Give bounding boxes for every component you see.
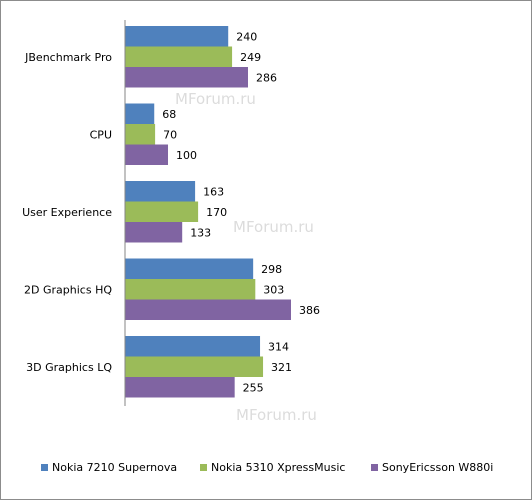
bar-jbenchmark-pro-sonyericsson-w880i: [125, 67, 248, 88]
legend-swatch-sonyericsson-w880i: [371, 464, 378, 471]
category-label-3d-graphics-lq: 3D Graphics LQ: [26, 361, 112, 374]
legend-label-sonyericsson-w880i: SonyEricsson W880i: [382, 461, 493, 474]
bar-3d-graphics-lq-nokia-5310-xpressmusic: [125, 356, 264, 377]
bar-user-experience-sonyericsson-w880i: [125, 222, 183, 243]
category-label-user-experience: User Experience: [22, 206, 112, 219]
legend: Nokia 7210 Supernova Nokia 5310 XpressMus…: [41, 461, 493, 474]
bar-cpu-sonyericsson-w880i: [125, 144, 169, 165]
legend-label-nokia-7210-supernova: Nokia 7210 Supernova: [52, 461, 177, 474]
value-label-jbenchmark-pro-sonyericsson-w880i: 286: [256, 71, 277, 84]
value-label-3d-graphics-lq-sonyericsson-w880i: 255: [243, 381, 264, 394]
value-label-user-experience-nokia-5310-xpressmusic: 170: [206, 206, 227, 219]
bar-jbenchmark-pro-nokia-5310-xpressmusic: [125, 46, 233, 67]
bar-user-experience-nokia-5310-xpressmusic: [125, 201, 199, 222]
legend-label-nokia-5310-xpressmusic: Nokia 5310 XpressMusic: [211, 461, 345, 474]
value-label-2d-graphics-hq-nokia-7210-supernova: 298: [261, 263, 282, 276]
value-label-user-experience-nokia-7210-supernova: 163: [203, 185, 224, 198]
category-label-2d-graphics-hq: 2D Graphics HQ: [24, 283, 112, 296]
watermark-1: MForum.ru: [175, 90, 256, 108]
value-label-jbenchmark-pro-nokia-5310-xpressmusic: 249: [240, 51, 261, 64]
category-labels: JBenchmark Pro CPU User Experience 2D Graph…: [22, 51, 112, 374]
value-label-cpu-sonyericsson-w880i: 100: [176, 149, 197, 162]
bar-2d-graphics-hq-nokia-7210-supernova: [125, 258, 254, 279]
watermark-3: MForum.ru: [236, 406, 317, 424]
bar-user-experience-nokia-7210-supernova: [125, 181, 196, 202]
category-label-cpu: CPU: [90, 128, 112, 141]
value-label-cpu-nokia-5310-xpressmusic: 70: [163, 128, 177, 141]
bar-3d-graphics-lq-nokia-7210-supernova: [125, 336, 261, 357]
bar-2d-graphics-hq-sonyericsson-w880i: [125, 299, 291, 320]
value-label-user-experience-sonyericsson-w880i: 133: [190, 226, 211, 239]
bar-3d-graphics-lq-sonyericsson-w880i: [125, 377, 235, 398]
value-label-jbenchmark-pro-nokia-7210-supernova: 240: [236, 30, 257, 43]
value-label-3d-graphics-lq-nokia-5310-xpressmusic: 321: [271, 361, 292, 374]
watermark-2: MForum.ru: [233, 218, 314, 236]
bars-group: 240 249 286 68 70 100 163 170 133 298 303 386 314 321…: [125, 26, 320, 398]
legend-swatch-nokia-7210-supernova: [41, 464, 48, 471]
bar-cpu-nokia-5310-xpressmusic: [125, 124, 156, 145]
bar-jbenchmark-pro-nokia-7210-supernova: [125, 26, 229, 47]
bar-cpu-nokia-7210-supernova: [125, 103, 155, 124]
category-label-jbenchmark-pro: JBenchmark Pro: [24, 51, 112, 64]
value-label-2d-graphics-hq-nokia-5310-xpressmusic: 303: [263, 283, 284, 296]
value-label-cpu-nokia-7210-supernova: 68: [162, 108, 176, 121]
value-label-2d-graphics-hq-sonyericsson-w880i: 386: [299, 304, 320, 317]
watermarks: MForum.ru MForum.ru MForum.ru: [175, 90, 317, 424]
bar-2d-graphics-hq-nokia-5310-xpressmusic: [125, 279, 256, 300]
value-label-3d-graphics-lq-nokia-7210-supernova: 314: [268, 340, 289, 353]
legend-swatch-nokia-5310-xpressmusic: [200, 464, 207, 471]
